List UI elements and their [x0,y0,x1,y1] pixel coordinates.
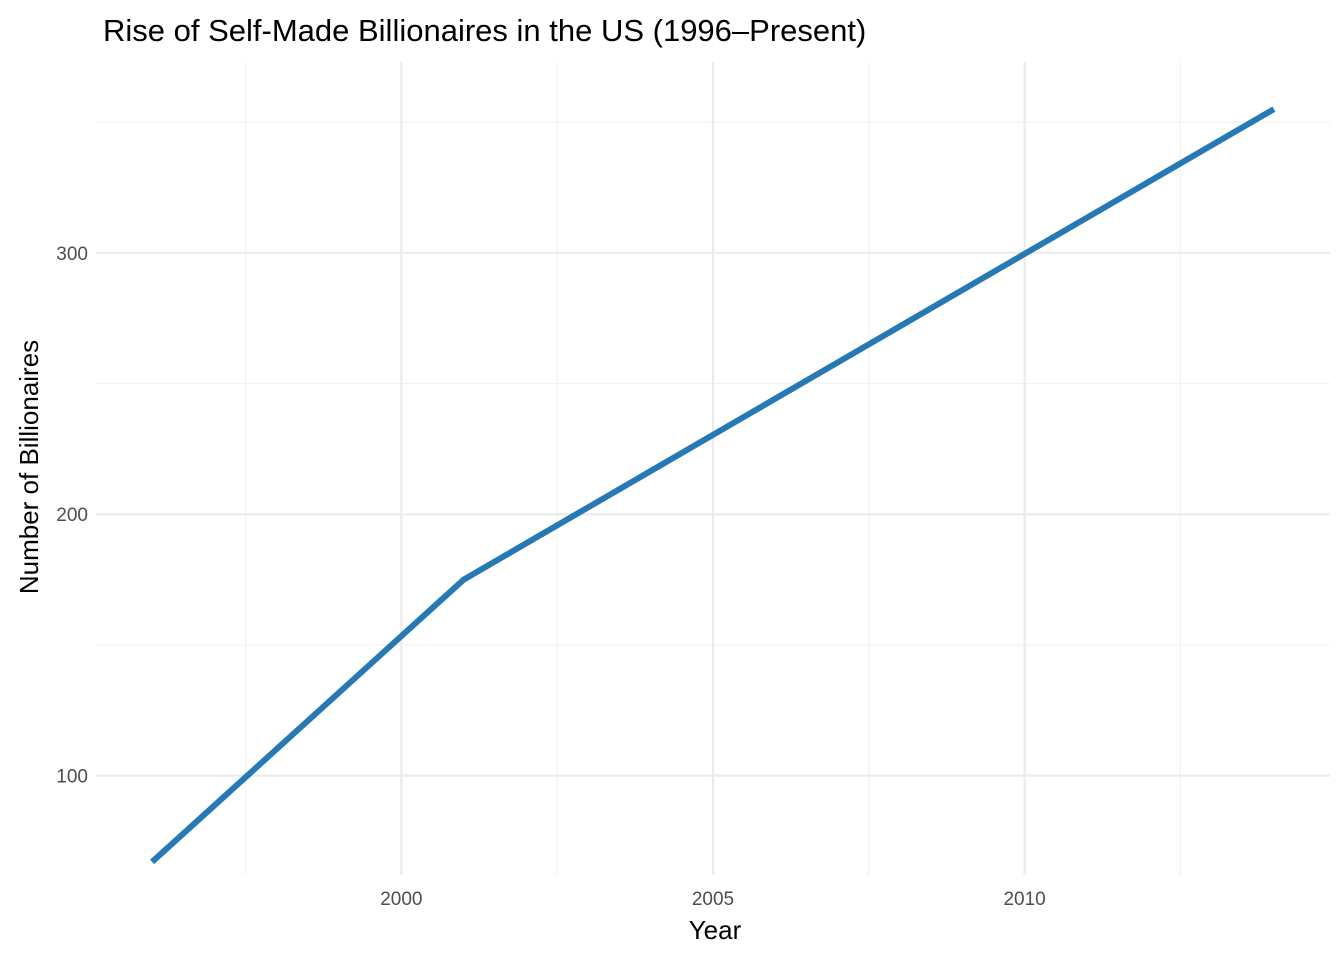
y-tick-label: 300 [56,244,88,265]
x-tick-label: 2000 [380,889,422,910]
x-axis-title: Year [689,915,742,945]
x-tick-label: 2010 [1003,889,1045,910]
y-tick-label: 100 [56,767,88,788]
grid-layer [96,62,1330,875]
x-tick-label: 2005 [692,889,734,910]
y-tick-label: 200 [56,505,88,526]
series-layer [150,106,1276,865]
series-line [150,106,1276,865]
tick-label-layer: 2000 2005 2010 100 200 300 [56,244,1045,910]
chart-title: Rise of Self-Made Billionaires in the US… [103,13,866,48]
y-axis-title: Number of Billionaires [14,340,44,594]
